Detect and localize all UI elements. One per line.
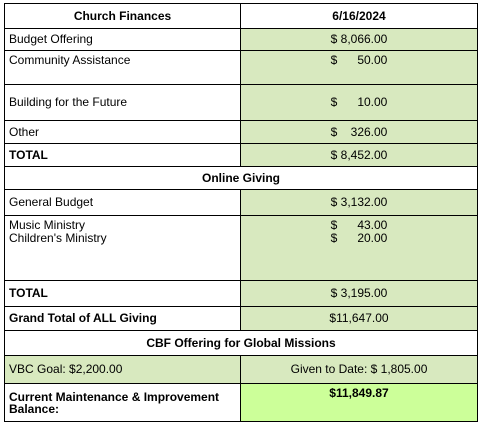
amount-cell: $ 10.00	[240, 84, 478, 121]
row: TOTAL $ 8,452.00	[4, 143, 478, 167]
amount-cell: $ 8,066.00	[240, 28, 478, 51]
amount-cell: $ 43.00 $ 20.00	[240, 215, 478, 281]
section-row: CBF Offering for Global Missions	[4, 330, 478, 356]
finance-table: Church Finances 6/16/2024 Budget Offerin…	[4, 3, 478, 422]
header-cell: Church Finances	[4, 3, 241, 29]
amount: $ 20.00	[330, 231, 388, 245]
row: Grand Total of ALL Giving $11,647.00	[4, 306, 478, 331]
row: Building for the Future $ 10.00	[4, 84, 478, 121]
header-cell: 6/16/2024	[240, 3, 478, 29]
amount-cell: $ 3,132.00	[240, 189, 478, 216]
label-cell: Building for the Future	[4, 84, 241, 121]
given-cell: Given to Date: $ 1,805.00	[240, 355, 478, 384]
label-cell: General Budget	[4, 189, 241, 216]
label-cell: TOTAL	[4, 280, 241, 307]
amount-cell: $11,647.00	[240, 306, 478, 331]
amount-cell: $11,849.87	[240, 383, 478, 422]
amount-cell: $ 8,452.00	[240, 143, 478, 167]
row: General Budget $ 3,132.00	[4, 189, 478, 216]
section-title: CBF Offering for Global Missions	[4, 330, 478, 356]
label-cell: Grand Total of ALL Giving	[4, 306, 241, 331]
row: Other $ 326.00	[4, 120, 478, 144]
goal-cell: VBC Goal: $2,200.00	[4, 355, 241, 384]
row: Budget Offering $ 8,066.00	[4, 28, 478, 51]
label-cell: Budget Offering	[4, 28, 241, 51]
label: Children's Ministry	[9, 231, 107, 245]
amount-cell: $ 50.00	[240, 50, 478, 85]
row: Current Maintenance & Improvement Balanc…	[4, 383, 478, 422]
amount-cell: $ 326.00	[240, 120, 478, 144]
label-cell: Other	[4, 120, 241, 144]
amount: $ 43.00	[330, 218, 388, 232]
amount-cell: $ 3,195.00	[240, 280, 478, 307]
label-cell: TOTAL	[4, 143, 241, 167]
row: Community Assistance $ 50.00	[4, 50, 478, 85]
row: Music Ministry Children's Ministry $ 43.0…	[4, 215, 478, 281]
section-row: Online Giving	[4, 166, 478, 190]
section-title: Online Giving	[4, 166, 478, 190]
header-row: Church Finances 6/16/2024	[4, 3, 478, 29]
label-cell: Current Maintenance & Improvement Balanc…	[4, 383, 241, 422]
label-cell: Community Assistance	[4, 50, 241, 85]
row: VBC Goal: $2,200.00 Given to Date: $ 1,8…	[4, 355, 478, 384]
label-cell: Music Ministry Children's Ministry	[4, 215, 241, 281]
label: Music Ministry	[9, 218, 86, 232]
row: TOTAL $ 3,195.00	[4, 280, 478, 307]
